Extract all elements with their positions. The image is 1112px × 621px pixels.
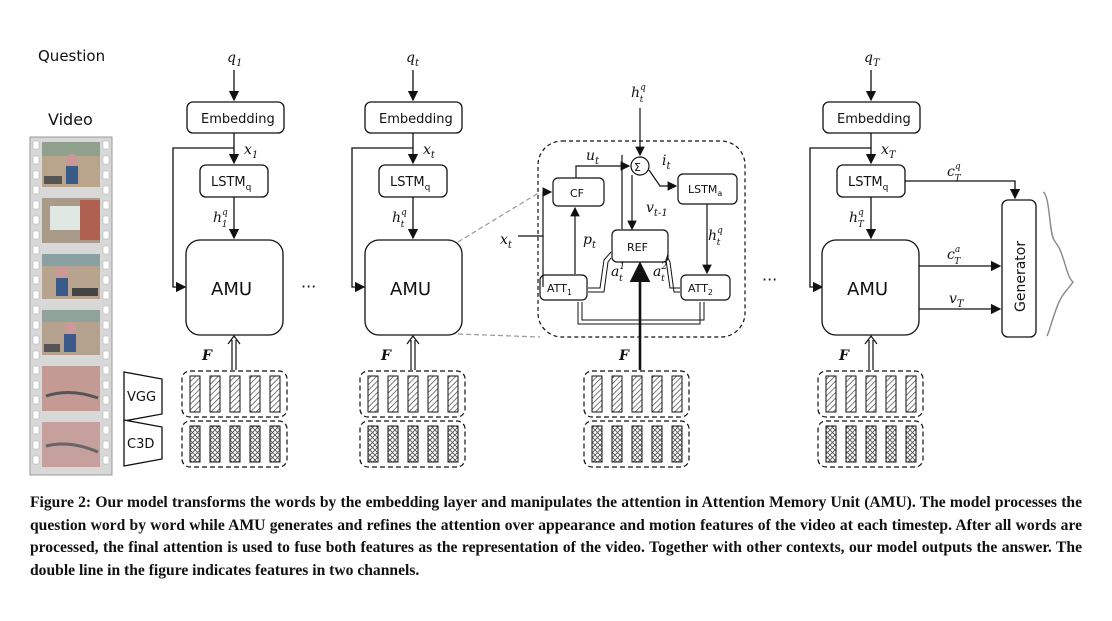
amu-detail: hq t Σ ut it CF LSTMa REF ATT1 ATT2 xt pt…: [500, 83, 746, 370]
cTq-label: cq T: [947, 162, 962, 184]
c3d-extractor: C3D: [123, 419, 163, 467]
svg-text:C3D: C3D: [127, 437, 154, 452]
ut-label: ut: [586, 148, 600, 167]
svg-text:VGG: VGG: [127, 390, 156, 405]
column-timestep-T: qT Embedding xT LSTMq hq T AMU F cq T ca T …: [809, 50, 1021, 468]
svg-text:Σ: Σ: [634, 161, 641, 174]
generator-label: Generator: [1013, 241, 1029, 312]
qt-label: qt: [406, 50, 420, 69]
qT-label: qT: [864, 50, 881, 69]
ellipsis-1: ···: [301, 277, 316, 296]
att1-label: ATT1: [547, 282, 572, 297]
amu-box-1: [185, 239, 284, 336]
xt-detail-label: xt: [500, 232, 513, 251]
F-label-detail: F: [618, 348, 630, 364]
video-frame: [42, 254, 100, 299]
sum-node: [630, 156, 650, 176]
vt1-label: vt-1: [646, 200, 668, 219]
amu-label-1: AMU: [211, 279, 252, 300]
F-label-T: F: [838, 348, 850, 364]
video-frame: [42, 422, 100, 467]
lstm-q-label-1: LSTMq: [211, 175, 251, 193]
video-film-strip: [29, 136, 113, 476]
video-frame: [42, 142, 100, 187]
column-timestep-1: q1 Embedding x1 LSTMq hq 1 AMU F: [172, 50, 288, 468]
it-label: it: [662, 153, 671, 172]
hT-label: hq T: [849, 208, 865, 230]
cf-label: CF: [570, 187, 584, 200]
cTa-label: ca T: [947, 245, 961, 267]
att2-label: ATT2: [688, 282, 713, 297]
at2-label: a2 t: [653, 262, 667, 284]
ht-top-label: hq t: [631, 83, 646, 105]
embedding-label-t: Embedding: [379, 112, 453, 127]
amu-label-t: AMU: [390, 279, 431, 300]
video-frame: [42, 366, 100, 411]
amu-box-t: [364, 239, 463, 336]
lstm-a-label: LSTMa: [688, 183, 722, 198]
xT-label: xT: [881, 142, 897, 161]
q1-label: q1: [227, 50, 242, 69]
embedding-label-1: Embedding: [201, 112, 275, 127]
F-label-1: F: [201, 348, 213, 364]
model-diagram: Question Video: [29, 47, 1074, 476]
vgg-extractor: VGG: [123, 371, 163, 422]
lstm-q-label-T: LSTMq: [848, 175, 888, 193]
x1-label: x1: [244, 142, 258, 161]
F-label-t: F: [380, 348, 392, 364]
generator-block: Generator: [1001, 191, 1074, 338]
lstm-q-label-t: LSTMq: [390, 175, 430, 193]
video-frame: [42, 198, 100, 243]
att1-box: [539, 274, 588, 301]
question-label: Question: [38, 47, 105, 65]
ref-label: REF: [627, 241, 648, 254]
at1-label: a1 t: [611, 262, 625, 284]
amu-box-T: [821, 239, 920, 336]
video-frame: [42, 310, 100, 355]
att2-box: [680, 274, 731, 301]
features-detail: [583, 370, 690, 468]
embedding-box-1: [186, 101, 285, 134]
xt-label: xt: [423, 142, 436, 161]
video-label: Video: [48, 110, 93, 129]
ellipsis-2: ···: [762, 270, 777, 289]
cf-box: [552, 177, 605, 207]
column-timestep-t: qt Embedding xt LSTMq hq t AMU F: [351, 50, 466, 468]
embedding-label-T: Embedding: [837, 112, 911, 127]
amu-label-T: AMU: [847, 279, 888, 300]
pt-label: pt: [583, 232, 597, 251]
h1-label: hq 1: [213, 208, 228, 230]
vT-label: vT: [949, 291, 965, 310]
figure-caption: Figure 2: Our model transforms the words…: [30, 494, 1082, 579]
ht-label: hq t: [392, 208, 407, 230]
ht-att-label: hq t: [708, 226, 723, 248]
